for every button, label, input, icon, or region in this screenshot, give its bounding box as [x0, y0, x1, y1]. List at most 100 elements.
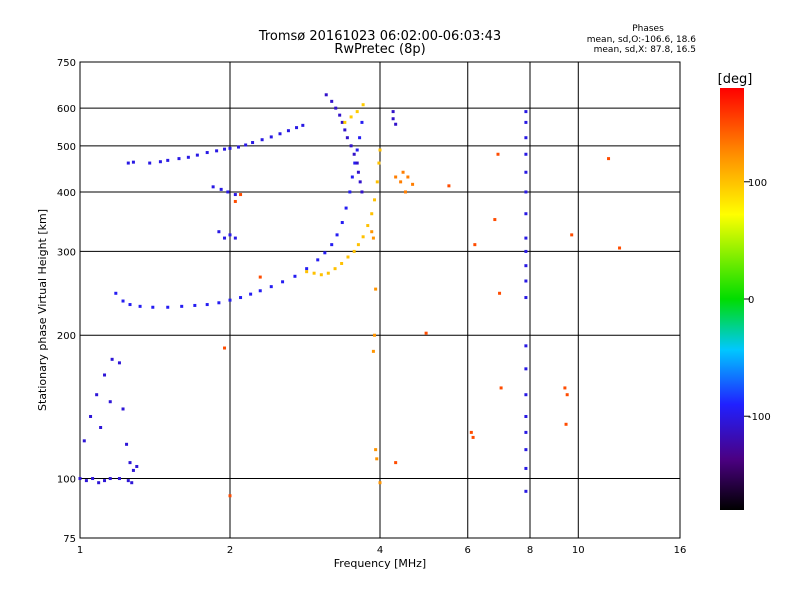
data-point	[356, 243, 360, 247]
data-point	[361, 103, 365, 107]
data-point	[333, 267, 337, 271]
data-point	[373, 198, 377, 202]
data-point	[373, 333, 377, 337]
data-point	[353, 161, 357, 165]
data-point	[166, 305, 170, 309]
data-point	[258, 275, 262, 279]
data-point	[269, 135, 273, 139]
x-axis-ticks: 1 2 4 6 8 10 16	[77, 545, 687, 556]
data-point	[377, 161, 381, 165]
y-tick-label: 600	[57, 104, 76, 115]
data-point	[286, 129, 290, 133]
data-point	[278, 132, 282, 136]
data-point	[361, 235, 365, 239]
data-point	[334, 106, 338, 110]
data-point	[305, 270, 309, 274]
data-point	[350, 175, 354, 179]
data-point	[131, 468, 135, 472]
colorbar-tick-label: 0	[748, 295, 754, 306]
data-point	[524, 430, 528, 434]
data-point	[371, 349, 375, 353]
data-point	[524, 249, 528, 253]
data-point	[370, 212, 374, 216]
data-point	[524, 367, 528, 371]
x-tick-label: 1	[77, 545, 83, 556]
plot-area: 1 2 4 6 8 10 16 75 100 200 300 400 500 600 750	[57, 58, 686, 556]
data-point	[193, 303, 197, 307]
colorbar-label: [deg]	[718, 72, 753, 87]
data-point	[166, 158, 170, 162]
data-point	[370, 230, 374, 234]
data-point	[399, 180, 403, 184]
data-point	[239, 296, 243, 300]
data-point	[260, 138, 264, 142]
data-point	[223, 147, 227, 151]
data-point	[424, 331, 428, 335]
data-point	[305, 267, 309, 271]
data-point	[352, 249, 356, 253]
data-point	[186, 155, 190, 159]
data-point	[524, 120, 528, 124]
data-point	[316, 258, 320, 262]
data-point	[355, 110, 359, 114]
data-point	[180, 304, 184, 308]
data-point	[349, 144, 353, 148]
data-point	[151, 305, 155, 309]
data-point	[355, 148, 359, 152]
data-point	[340, 120, 344, 124]
colorbar-tick-label: -100	[748, 412, 771, 423]
chart-subtitle: RwPretec (8p)	[334, 42, 425, 57]
data-point	[355, 161, 359, 165]
data-point	[394, 175, 398, 179]
data-point	[348, 190, 352, 194]
data-point	[236, 145, 240, 149]
data-point	[117, 361, 121, 365]
data-point	[352, 152, 356, 156]
data-point	[378, 481, 382, 485]
data-point	[335, 233, 339, 237]
colorbar-gradient	[720, 88, 744, 510]
data-point	[473, 243, 477, 247]
data-point	[223, 346, 227, 350]
data-point	[117, 477, 121, 481]
data-point	[114, 291, 118, 295]
data-point	[524, 170, 528, 174]
data-point	[358, 180, 362, 184]
data-point	[524, 489, 528, 493]
data-point	[228, 233, 232, 237]
data-point	[89, 414, 93, 418]
data-point	[499, 386, 503, 390]
data-point	[323, 251, 327, 255]
data-point	[281, 280, 285, 284]
data-point	[91, 477, 95, 481]
data-point	[374, 287, 378, 291]
data-point	[295, 126, 299, 130]
data-point	[524, 236, 528, 240]
data-point	[228, 494, 232, 498]
data-point	[108, 477, 112, 481]
data-point	[469, 430, 473, 434]
x-axis-label: Frequency [MHz]	[334, 557, 426, 570]
y-axis-label: Stationary phase Virtual Height [km]	[36, 209, 49, 411]
data-point	[78, 477, 82, 481]
data-point	[128, 303, 132, 307]
y-axis-ticks: 75 100 200 300 400 500 600 750	[57, 58, 76, 545]
data-point	[378, 148, 382, 152]
data-point	[82, 439, 86, 443]
data-point	[121, 299, 125, 303]
colorbar-tick-label: 100	[748, 178, 767, 189]
data-point	[411, 182, 415, 186]
data-point	[493, 218, 497, 222]
data-point	[125, 442, 129, 446]
data-point	[130, 481, 134, 485]
data-point	[99, 425, 103, 429]
data-point	[228, 298, 232, 302]
y-tick-label: 300	[57, 247, 76, 258]
data-point	[570, 233, 574, 237]
data-point	[319, 273, 323, 277]
grid-lines	[80, 62, 680, 538]
data-point	[401, 170, 405, 174]
data-point	[371, 236, 375, 240]
y-tick-label: 200	[57, 331, 76, 342]
data-point	[293, 274, 297, 278]
